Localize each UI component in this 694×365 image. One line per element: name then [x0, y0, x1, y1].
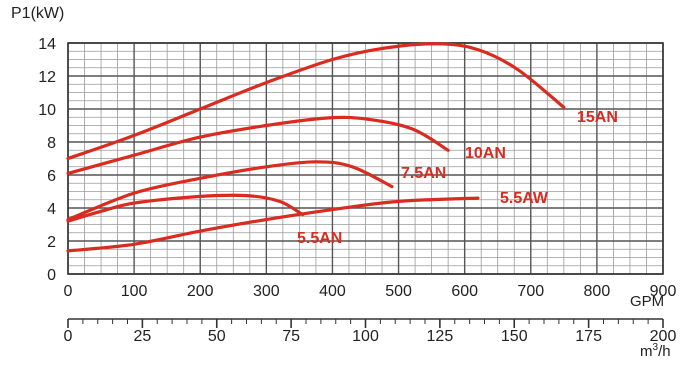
y-tick-label: 4 — [47, 201, 56, 218]
y-tick-label: 12 — [38, 69, 56, 86]
x-tick-label: 100 — [121, 283, 148, 300]
series-labels: 15AN 10AN 7.5AN 5.5AW 5.5AN — [297, 109, 618, 247]
x2-tick-label: 175 — [575, 328, 602, 345]
x-tick-label: 500 — [385, 283, 412, 300]
x-tick-label: 0 — [64, 283, 73, 300]
series-label-7-5an: 7.5AN — [401, 165, 446, 182]
series-line-5-5an — [66, 193, 305, 223]
x-tick-label: 700 — [517, 283, 544, 300]
x2-tick-label: 125 — [427, 328, 454, 345]
x-axis-label-gpm: GPM — [630, 293, 664, 310]
y-axis-label: P1(kW) — [11, 5, 64, 22]
series-label-15an: 15AN — [577, 109, 618, 126]
x-axis-secondary: 0 25 50 75 100 125 150 175 200 — [64, 318, 677, 345]
series-layer — [66, 42, 566, 253]
x2-tick-label: 75 — [282, 328, 300, 345]
series-line-5-5aw — [66, 196, 480, 253]
x2-tick-label: 50 — [208, 328, 226, 345]
series-line-7-5an — [66, 160, 394, 222]
y-tick-label: 6 — [47, 168, 56, 185]
x2-tick-label: 100 — [352, 328, 379, 345]
series-label-5-5an: 5.5AN — [297, 230, 342, 247]
series-label-5-5aw: 5.5AW — [500, 190, 549, 207]
x-tick-label: 200 — [187, 283, 214, 300]
y-tick-label: 10 — [38, 102, 56, 119]
series-line-15an — [66, 42, 566, 161]
x2-tick-label: 150 — [501, 328, 528, 345]
series-label-10an: 10AN — [465, 145, 506, 162]
x2-tick-label: 200 — [650, 328, 677, 345]
x2-tick-label: 25 — [133, 328, 151, 345]
x-axis-ticks-gpm: 0 100 200 300 400 500 600 700 800 900 — [64, 283, 677, 300]
y-tick-label: 14 — [38, 36, 56, 53]
x-tick-label: 300 — [253, 283, 280, 300]
x-axis-label-m3h: m3/h — [640, 342, 671, 360]
y-tick-label: 8 — [47, 135, 56, 152]
x2-tick-label: 0 — [64, 328, 73, 345]
y-tick-label: 2 — [47, 234, 56, 251]
y-tick-label: 0 — [47, 267, 56, 284]
x-tick-label: 900 — [650, 283, 677, 300]
x-tick-label: 600 — [451, 283, 478, 300]
y-axis-ticks: 0 2 4 6 8 10 12 14 — [38, 36, 56, 284]
series-line-10an — [66, 115, 450, 175]
x-tick-label: 400 — [319, 283, 346, 300]
x-tick-label: 800 — [584, 283, 611, 300]
